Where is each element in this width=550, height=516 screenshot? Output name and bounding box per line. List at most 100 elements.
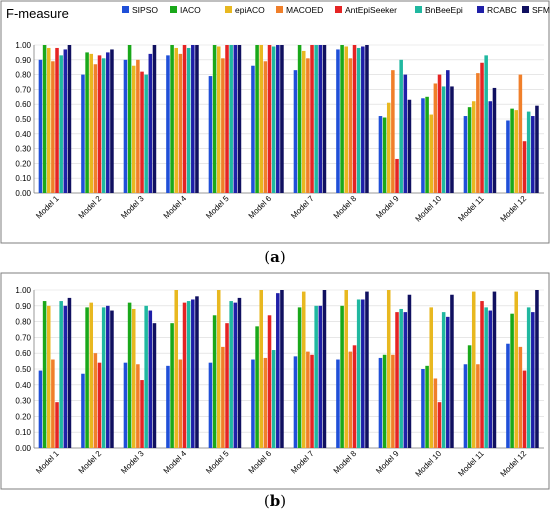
bar <box>144 74 148 193</box>
panel-a: F-measure SIPSO IACO epiACO MACOED AntEpiSee… <box>0 0 550 244</box>
bar <box>437 402 442 448</box>
bar <box>425 96 429 193</box>
x-tick-label: Model 6 <box>247 449 274 476</box>
bar <box>267 315 272 448</box>
bar <box>476 364 480 448</box>
legend-swatch <box>522 6 529 13</box>
x-tick-label: Model 11 <box>456 449 486 479</box>
bar <box>170 323 174 448</box>
bar <box>425 365 429 448</box>
bar <box>237 297 242 448</box>
bar <box>510 108 514 193</box>
bar <box>93 353 98 448</box>
x-tick-label: Model 5 <box>204 449 231 476</box>
bar <box>433 83 438 193</box>
bar <box>450 86 454 193</box>
bar <box>510 313 514 448</box>
bar <box>450 294 454 448</box>
legend-label: MACOED <box>286 5 323 15</box>
bar <box>471 291 476 448</box>
bar <box>178 359 183 448</box>
bar <box>89 53 94 193</box>
legend-label: AntEpiSeeker <box>345 5 397 15</box>
bar <box>251 359 255 448</box>
bar <box>85 307 89 448</box>
bar <box>361 46 365 194</box>
x-tick-label: Model 3 <box>119 194 146 221</box>
y-tick-label: 0.00 <box>15 444 31 453</box>
bar <box>446 70 450 193</box>
bar <box>123 362 128 448</box>
bar <box>407 99 412 193</box>
bar <box>280 45 284 193</box>
legend-label: SIPSO <box>132 5 158 15</box>
bar <box>259 45 264 193</box>
bar <box>301 291 306 448</box>
bar <box>314 305 318 448</box>
bar <box>386 290 391 448</box>
bar <box>229 301 233 448</box>
x-tick-label: Model 3 <box>119 449 146 476</box>
x-tick-label: Model 9 <box>374 194 401 221</box>
bar <box>484 307 488 448</box>
bar <box>182 45 187 193</box>
bar <box>229 45 233 193</box>
bar <box>514 110 519 193</box>
panel-a-title: F-measure <box>6 6 69 21</box>
bar <box>306 58 310 193</box>
bar <box>93 64 98 194</box>
bar <box>38 59 43 193</box>
bar <box>429 114 434 193</box>
x-tick-label: Model 6 <box>247 194 274 221</box>
caption-a: (a) <box>264 248 285 266</box>
bar <box>522 370 527 448</box>
bar <box>348 58 353 193</box>
bar <box>38 370 43 448</box>
y-tick-label: 0.20 <box>15 159 31 168</box>
y-tick-label: 0.70 <box>15 85 31 94</box>
bar <box>225 45 229 193</box>
bar <box>297 45 302 193</box>
bar <box>174 47 179 194</box>
bar <box>166 55 170 193</box>
x-tick-label: Model 4 <box>162 449 189 476</box>
bar <box>318 305 323 448</box>
bar <box>352 45 357 193</box>
panel-b-frame <box>0 272 550 490</box>
bar <box>382 117 387 193</box>
bar <box>89 302 94 448</box>
bar <box>97 55 102 193</box>
bar <box>140 71 144 193</box>
bar <box>492 87 497 193</box>
caption-a-letter: a <box>270 248 280 266</box>
bar <box>131 308 136 448</box>
bar <box>471 101 476 193</box>
caption-b-letter: b <box>270 492 281 510</box>
y-tick-label: 0.90 <box>15 302 31 311</box>
y-tick-label: 0.40 <box>15 130 31 139</box>
bar <box>110 49 114 193</box>
bar <box>352 345 357 448</box>
bar <box>522 141 527 193</box>
bar <box>42 45 47 193</box>
x-tick-label: Model 5 <box>204 194 231 221</box>
bar <box>421 369 425 448</box>
bar <box>484 55 488 193</box>
bar <box>255 45 259 193</box>
bar <box>259 290 264 448</box>
bar <box>276 45 280 193</box>
bar <box>81 373 85 448</box>
legend-swatch <box>415 6 422 13</box>
bar <box>467 345 472 448</box>
y-tick-label: 0.80 <box>15 318 31 327</box>
bar <box>81 74 85 193</box>
bar <box>186 47 191 194</box>
bar <box>314 45 318 193</box>
y-tick-label: 0.10 <box>15 174 31 183</box>
bar <box>531 116 535 193</box>
y-tick-label: 0.50 <box>15 365 31 374</box>
y-tick-label: 1.00 <box>15 41 31 50</box>
y-tick-label: 0.20 <box>15 412 31 421</box>
panel-b: 0.00 0.10 0.20 0.30 0.40 0.50 0.60 0.70 0.80 0.90… <box>0 272 550 490</box>
bar <box>271 46 276 194</box>
